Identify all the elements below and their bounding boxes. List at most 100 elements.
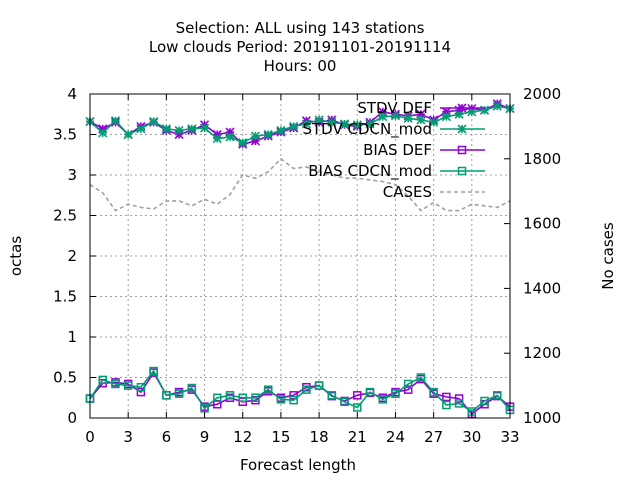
data-point-bias-cdcn-mod — [442, 400, 451, 410]
y2-tick-label: 1600 — [523, 215, 561, 233]
data-point-bias-cdcn-mod — [493, 391, 502, 400]
data-point-bias-cdcn-mod — [314, 381, 324, 390]
data-point-bias-def — [454, 394, 464, 403]
legend-label-bias-cdcn-mod: BIAS CDCN_mod — [308, 162, 432, 181]
data-point-bias-cdcn-mod — [289, 395, 298, 405]
y-tick-label: 3.5 — [53, 126, 77, 144]
series-layer — [85, 99, 515, 419]
data-point-bias-def — [403, 385, 413, 394]
legend-marker-bias-def — [457, 145, 467, 155]
data-point-stdv-cdcn-mod — [174, 125, 184, 136]
data-point-bias-cdcn-mod — [162, 391, 171, 400]
data-point-stdv-cdcn-mod — [161, 124, 171, 134]
data-point-stdv-def — [250, 136, 261, 146]
data-point-stdv-cdcn-mod — [301, 119, 311, 129]
data-point-bias-cdcn-mod — [302, 385, 311, 394]
data-point-stdv-def — [378, 107, 388, 117]
data-point-bias-cdcn-mod — [263, 385, 273, 394]
legend-label-stdv-cdcn-mod: STDV CDCN_mod — [302, 120, 432, 139]
x-tick-label: 21 — [348, 428, 367, 446]
x-axis-label: Forecast length — [240, 456, 356, 474]
y-tick-label: 3 — [67, 166, 77, 184]
series-line-stdv-def — [89, 102, 511, 146]
y-tick-label: 4 — [67, 85, 77, 103]
data-point-stdv-cdcn-mod — [416, 115, 426, 125]
data-point-bias-cdcn-mod — [403, 379, 413, 389]
data-point-bias-def — [136, 387, 146, 397]
y2-tick-label: 1400 — [523, 279, 561, 297]
legend-label-stdv-def: STDV DEF — [357, 99, 432, 117]
x-tick-label: 6 — [162, 428, 172, 446]
series-bias-def — [85, 368, 515, 419]
data-point-bias-cdcn-mod — [123, 381, 133, 390]
data-point-bias-cdcn-mod — [416, 373, 426, 382]
legend-label-bias-def: BIAS DEF — [363, 141, 432, 159]
data-point-stdv-cdcn-mod — [441, 112, 451, 122]
data-point-stdv-cdcn-mod — [339, 119, 350, 129]
data-point-stdv-def — [441, 107, 451, 117]
chart-title-line-3: Hours: 00 — [264, 57, 337, 75]
legend-marker-stdv-def — [457, 103, 467, 113]
x-tick-label: 24 — [386, 428, 405, 446]
data-point-bias-cdcn-mod — [340, 397, 349, 407]
x-tick-label: 30 — [462, 428, 481, 446]
data-point-bias-def — [442, 392, 451, 402]
data-point-bias-cdcn-mod — [480, 396, 489, 406]
data-point-bias-cdcn-mod — [353, 403, 362, 412]
data-point-stdv-cdcn-mod — [149, 116, 159, 127]
series-line-stdv-cdcn-mod — [89, 105, 511, 144]
data-point-stdv-cdcn-mod — [212, 133, 222, 144]
data-point-stdv-cdcn-mod — [390, 111, 401, 121]
x-tick-label: 18 — [310, 428, 329, 446]
y-tick-label: 2 — [67, 247, 77, 265]
data-point-stdv-def — [416, 109, 426, 119]
data-point-stdv-cdcn-mod — [250, 131, 261, 141]
data-point-bias-cdcn-mod — [251, 393, 260, 402]
y2-tick-label: 2000 — [523, 85, 561, 103]
ticks: 0 3 6 9 12 15 18 21 24 27 30 33 0 0.5 1 1.5 2 2.5 3 3.5 4 100… — [53, 85, 561, 446]
y2-tick-label: 1200 — [523, 344, 561, 362]
y2-tick-label: 1000 — [523, 409, 561, 427]
y-tick-label: 1.5 — [53, 288, 77, 306]
legend-marker-stdv-cdcn-mod — [457, 124, 467, 134]
series-stdv-cdcn-mod — [85, 101, 515, 148]
x-tick-label: 9 — [200, 428, 210, 446]
data-point-bias-cdcn-mod — [378, 395, 387, 404]
data-point-stdv-cdcn-mod — [187, 124, 197, 134]
y-tick-label: 0 — [67, 409, 77, 427]
y-tick-label: 2.5 — [53, 207, 77, 225]
data-point-stdv-cdcn-mod — [110, 116, 121, 126]
legend-marker-bias-cdcn-mod — [457, 166, 467, 176]
data-point-bias-cdcn-mod — [327, 391, 337, 400]
data-point-stdv-cdcn-mod — [479, 105, 490, 115]
data-point-bias-cdcn-mod — [136, 382, 146, 392]
series-line-cases — [89, 157, 511, 212]
data-point-stdv-cdcn-mod — [136, 124, 146, 134]
x-tick-label: 15 — [271, 428, 290, 446]
data-point-bias-cdcn-mod — [111, 379, 120, 389]
data-point-bias-cdcn-mod — [238, 393, 247, 402]
x-tick-label: 27 — [424, 428, 443, 446]
data-point-bias-cdcn-mod — [276, 395, 286, 404]
x-tick-label: 3 — [123, 428, 133, 446]
chart-title-line-2: Low clouds Period: 20191101-20191114 — [149, 38, 451, 56]
data-point-stdv-cdcn-mod — [378, 112, 388, 122]
series-cases — [89, 157, 511, 212]
data-point-stdv-cdcn-mod — [467, 107, 477, 117]
data-point-stdv-def — [174, 129, 184, 140]
data-point-stdv-cdcn-mod — [403, 113, 413, 123]
y-axis-label: octas — [7, 236, 25, 276]
y2-axis-label: No cases — [599, 222, 617, 290]
data-point-bias-def — [353, 391, 362, 400]
data-point-stdv-cdcn-mod — [98, 128, 108, 138]
grid — [90, 94, 510, 418]
x-tick-label: 12 — [233, 428, 252, 446]
data-point-stdv-cdcn-mod — [276, 125, 286, 136]
series-bias-cdcn-mod — [85, 366, 515, 416]
data-point-stdv-cdcn-mod — [365, 119, 375, 129]
data-point-bias-cdcn-mod — [429, 387, 438, 397]
series-line-bias-cdcn-mod — [89, 369, 511, 413]
data-point-bias-cdcn-mod — [225, 391, 235, 400]
data-point-stdv-def — [98, 124, 108, 134]
